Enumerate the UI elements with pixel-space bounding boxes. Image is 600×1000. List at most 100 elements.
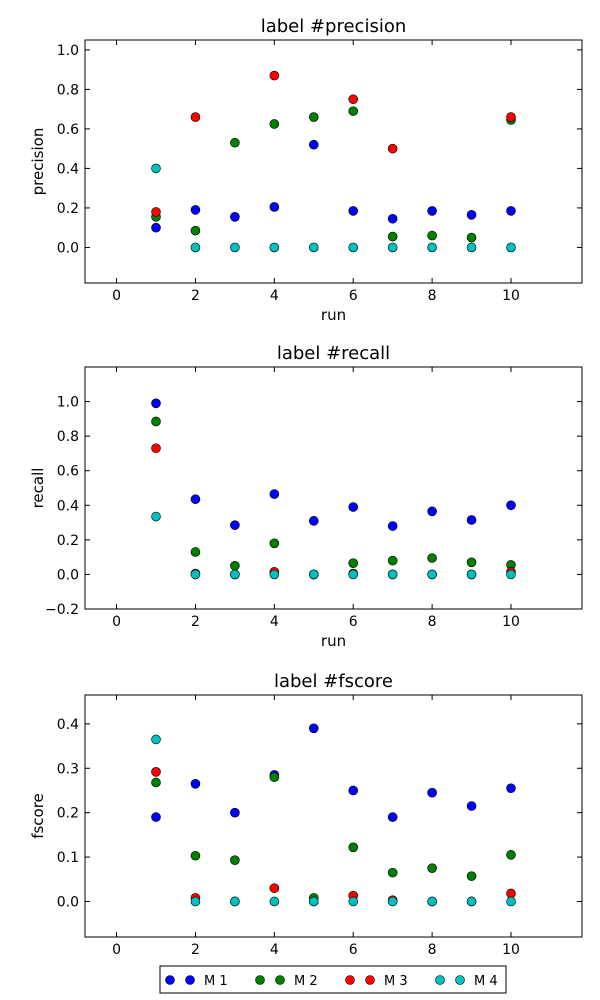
point-m1 — [427, 206, 437, 216]
point-m4 — [387, 242, 398, 253]
point-m3 — [506, 888, 516, 899]
point-m4 — [387, 896, 398, 907]
y-tick-label: 0.1 — [57, 850, 79, 866]
plot-1: label #precision 0 2 4 6 8 10 0.0 0.2 0.4 0.6 0.8 1.… — [29, 16, 583, 324]
point-m4 — [506, 569, 516, 580]
point-m4 — [427, 569, 437, 580]
point-m1 — [427, 787, 437, 798]
y-axis-label: fscore — [29, 793, 47, 839]
point-m4 — [348, 896, 359, 907]
point-m1 — [506, 783, 516, 794]
point-m4 — [269, 569, 280, 580]
plot-title: label #fscore — [274, 671, 393, 692]
point-m1 — [466, 515, 477, 525]
point-m4 — [269, 242, 280, 253]
point-m1 — [190, 205, 201, 215]
legend-label: M 3 — [384, 974, 408, 989]
point-m4 — [506, 896, 516, 907]
point-m1 — [348, 785, 359, 796]
point-m2 — [348, 558, 359, 568]
y-tick-label: 0.4 — [57, 717, 79, 733]
point-m2 — [427, 230, 437, 241]
x-tick-label: 2 — [191, 288, 200, 304]
point-m1 — [269, 202, 280, 212]
y-tick-label: 0.3 — [57, 761, 79, 777]
x-tick-label: 2 — [191, 942, 200, 958]
point-m1 — [506, 500, 516, 511]
y-tick-label: 1.0 — [57, 43, 79, 59]
legend-marker — [275, 975, 285, 985]
point-m3 — [151, 207, 161, 217]
point-m2 — [427, 863, 437, 873]
data-points — [151, 398, 516, 580]
x-tick-label: 6 — [349, 942, 358, 958]
x-tick-label: 6 — [349, 614, 358, 630]
point-m1 — [387, 521, 398, 531]
x-tick-label: 0 — [112, 614, 121, 630]
point-m4 — [387, 569, 398, 580]
point-m2 — [269, 772, 280, 782]
point-m2 — [190, 850, 201, 861]
point-m2 — [269, 119, 280, 129]
point-m4 — [190, 242, 201, 253]
point-m4 — [151, 163, 161, 174]
point-m1 — [387, 812, 398, 822]
point-m4 — [151, 734, 161, 745]
point-m4 — [348, 569, 359, 580]
point-m2 — [466, 232, 477, 243]
plot-frame — [84, 39, 583, 284]
point-m3 — [190, 112, 201, 122]
x-axis-label: run — [321, 306, 346, 324]
point-m4 — [348, 242, 359, 253]
point-m1 — [348, 206, 359, 216]
point-m3 — [151, 767, 161, 777]
legend-marker — [435, 975, 445, 985]
legend-marker — [345, 975, 355, 985]
legend-marker — [455, 975, 465, 985]
legend-marker — [185, 975, 195, 985]
point-m4 — [151, 511, 161, 522]
plot-title: label #precision — [261, 16, 407, 37]
y-tick-label: −0.2 — [45, 602, 79, 618]
point-m1 — [506, 206, 516, 216]
point-m3 — [269, 883, 280, 893]
point-m4 — [308, 569, 319, 580]
point-m4 — [230, 896, 240, 907]
point-m4 — [190, 896, 201, 907]
point-m4 — [466, 569, 477, 580]
x-tick-label: 4 — [270, 614, 279, 630]
legend-box — [159, 965, 507, 994]
point-m1 — [466, 801, 477, 811]
y-tick-label: 1.0 — [57, 395, 79, 411]
y-tick-label: 0.8 — [57, 82, 79, 98]
legend: M 1 M 2 M 3 M 4 — [159, 965, 507, 994]
legend-marker — [255, 975, 265, 985]
y-tick-label: 0.2 — [57, 201, 79, 217]
legend-marker — [165, 975, 175, 985]
point-m2 — [387, 555, 398, 566]
y-axis-label: recall — [29, 468, 47, 509]
point-m4 — [466, 242, 477, 253]
x-tick-label: 0 — [112, 288, 121, 304]
plot-2: label #recall 0 2 4 6 8 10 −0.2 0.0 0.2 0.4 0.6 0.8 1… — [29, 343, 583, 650]
y-tick-label: 0.4 — [57, 498, 79, 514]
y-tick-label: 0.2 — [57, 806, 79, 822]
point-m2 — [387, 867, 398, 878]
point-m2 — [506, 850, 516, 860]
point-m2 — [427, 553, 437, 563]
point-m2 — [466, 557, 477, 568]
point-m4 — [230, 569, 240, 580]
point-m4 — [230, 242, 240, 253]
y-axis-label: precision — [29, 128, 47, 196]
point-m2 — [348, 106, 359, 116]
y-tick-label: 0.4 — [57, 161, 79, 177]
point-m1 — [387, 213, 398, 224]
point-m1 — [466, 210, 477, 220]
point-m4 — [427, 242, 437, 253]
legend-label: M 2 — [294, 974, 318, 989]
point-m2 — [269, 538, 280, 549]
x-tick-label: 8 — [428, 288, 437, 304]
point-m2 — [190, 225, 201, 236]
point-m1 — [190, 779, 201, 789]
